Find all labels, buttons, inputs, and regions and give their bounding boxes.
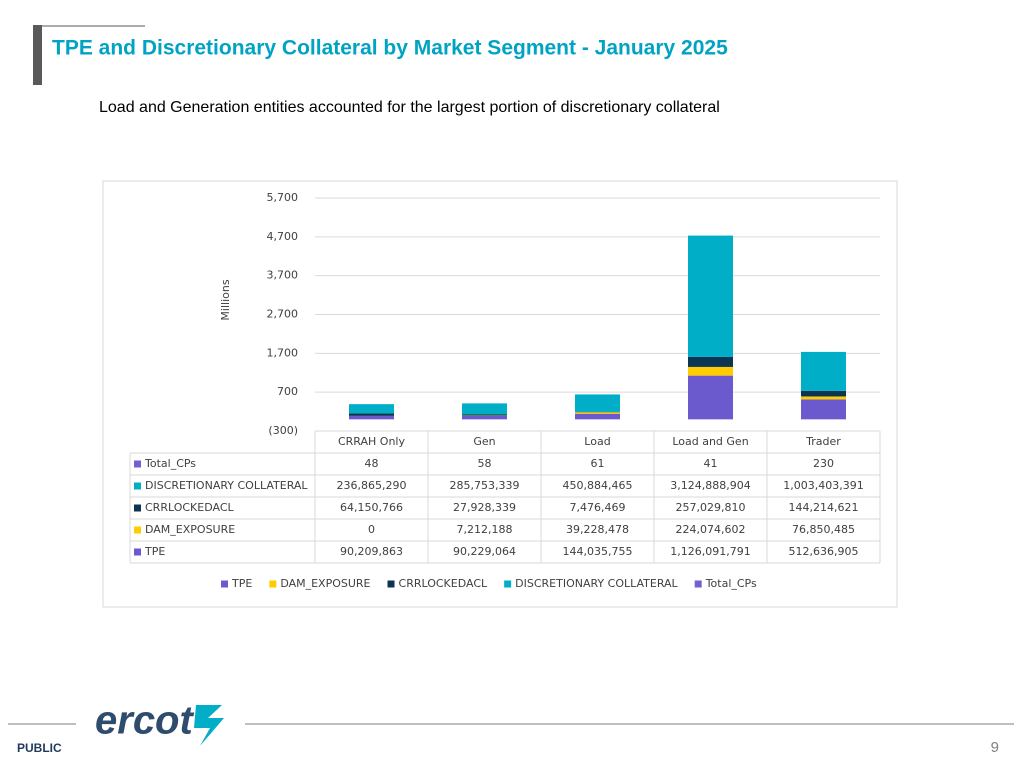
bar-segment [349, 404, 394, 414]
bar-segment [801, 396, 846, 400]
slide-title: TPE and Discretionary Collateral by Mark… [52, 37, 728, 60]
y-tick-label: (300) [268, 424, 298, 437]
y-axis-label: Millions [219, 279, 232, 320]
legend-key [134, 548, 141, 556]
footer-label: PUBLIC [17, 741, 62, 755]
legend-key [269, 580, 277, 588]
table-cell: 7,212,188 [457, 523, 513, 536]
y-tick-label: 2,700 [267, 308, 299, 321]
table-cell: 285,753,339 [450, 479, 520, 492]
table-cell: 61 [591, 457, 605, 470]
table-cell: 144,035,755 [563, 545, 633, 558]
y-tick-label: 1,700 [267, 346, 299, 359]
table-cell: 230 [813, 457, 834, 470]
legend-key [134, 460, 141, 468]
table-cell: 27,928,339 [453, 501, 516, 514]
bar-segment [349, 413, 394, 416]
row-label: CRRLOCKEDACL [145, 501, 234, 514]
table-cell: 48 [365, 457, 379, 470]
table-cell: 41 [704, 457, 718, 470]
table-cell: 39,228,478 [566, 523, 629, 536]
slide-subtitle: Load and Generation entities accounted f… [99, 99, 720, 116]
legend-key [221, 580, 228, 588]
table-cell: 3,124,888,904 [670, 479, 750, 492]
bar-segment [462, 403, 507, 415]
legend-label: DAM_EXPOSURE [280, 577, 370, 590]
table-header: Gen [473, 435, 495, 448]
bar-segment [575, 413, 620, 420]
legend-key [387, 580, 395, 588]
legend-key [134, 482, 141, 490]
table-cell: 450,884,465 [563, 479, 633, 492]
legend-key [134, 526, 141, 534]
row-label: DISCRETIONARY COLLATERAL [145, 479, 308, 492]
bar-segment [688, 356, 733, 367]
table-header: CRRAH Only [338, 435, 406, 448]
table-cell: 144,214,621 [789, 501, 859, 514]
y-tick-label: 3,700 [267, 269, 299, 282]
row-label: TPE [144, 545, 165, 558]
legend-key [694, 580, 702, 588]
bar-segment [688, 375, 733, 420]
table-cell: 257,029,810 [676, 501, 746, 514]
bar-segment [801, 399, 846, 420]
table-cell: 90,209,863 [340, 545, 403, 558]
table-cell: 224,074,602 [676, 523, 746, 536]
table-header: Trader [805, 435, 841, 448]
table-cell: 1,003,403,391 [783, 479, 863, 492]
table-cell: 58 [478, 457, 492, 470]
bar-segment [349, 415, 394, 420]
page-number: 9 [991, 739, 999, 756]
title-accent [33, 25, 42, 85]
bar-segment [801, 390, 846, 397]
bar-segment [462, 415, 507, 420]
legend-label: DISCRETIONARY COLLATERAL [515, 577, 678, 590]
row-label: Total_CPs [144, 457, 196, 470]
legend-label: TPE [231, 577, 252, 590]
table-cell: 236,865,290 [337, 479, 407, 492]
bar-segment [688, 235, 733, 357]
legend-key [134, 504, 141, 512]
table-cell: 1,126,091,791 [670, 545, 750, 558]
table-cell: 76,850,485 [792, 523, 855, 536]
bar-segment [575, 394, 620, 412]
legend-key [504, 580, 512, 588]
table-cell: 90,229,064 [453, 545, 516, 558]
bar-segment [688, 366, 733, 376]
legend-label: CRRLOCKEDACL [399, 577, 488, 590]
bar-segment [462, 414, 507, 416]
y-tick-label: 5,700 [267, 191, 299, 204]
table-cell: 0 [368, 523, 375, 536]
chart-frame [102, 180, 898, 608]
logo-mark [194, 705, 224, 746]
table-cell: 64,150,766 [340, 501, 403, 514]
bar-segment [575, 412, 620, 414]
chart: (300) 700 1,700 2,700 3,700 4,700 5,700 CRRAH O… [129, 191, 881, 590]
bar-segment [801, 351, 846, 391]
table-header: Load and Gen [672, 435, 748, 448]
table-header: Load [584, 435, 610, 448]
legend-label: Total_CPs [705, 577, 757, 590]
row-label: DAM_EXPOSURE [145, 523, 235, 536]
y-tick-label: 4,700 [267, 230, 299, 243]
y-tick-label: 700 [277, 385, 298, 398]
table-cell: 512,636,905 [789, 545, 859, 558]
table-cell: 7,476,469 [570, 501, 626, 514]
logo-text: ercot [95, 699, 194, 743]
